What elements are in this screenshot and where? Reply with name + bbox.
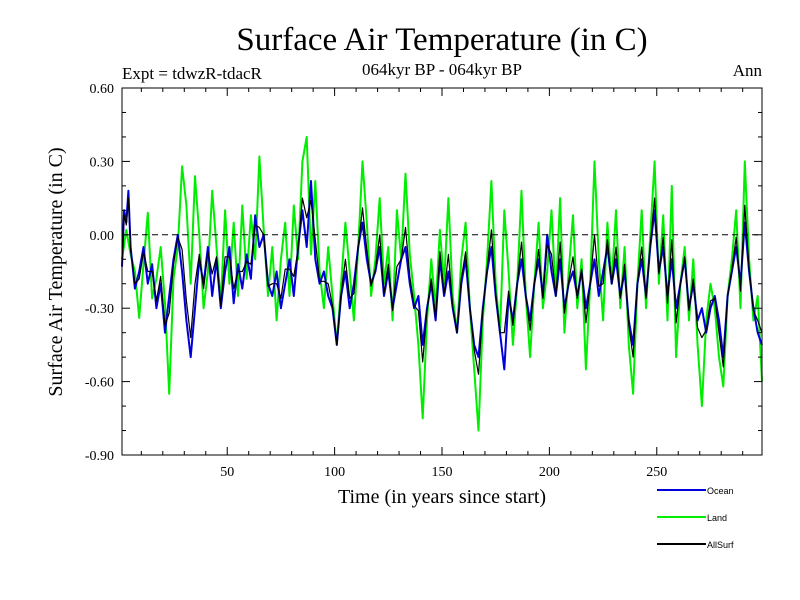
- experiment-label: Expt = tdwzR-tdacR: [122, 64, 263, 83]
- y-tick-label: 0.60: [90, 82, 115, 97]
- x-tick-label: 100: [324, 465, 345, 480]
- y-tick-label: -0.30: [85, 302, 114, 317]
- series-line-land: [121, 135, 763, 432]
- x-tick-label: 50: [220, 465, 234, 480]
- x-tick-label: 150: [432, 465, 453, 480]
- plot-area: 50 100 150 200 250 -0.90 -0.60 -0.30 0.00 0.30 0.6…: [85, 82, 763, 480]
- y-tick-label: 0.30: [90, 155, 115, 170]
- x-tick-label: 250: [646, 465, 667, 480]
- legend: Ocean Land AllSurf: [657, 486, 734, 550]
- x-axis-label: Time (in years since start): [338, 486, 546, 508]
- y-tick-label: -0.90: [85, 449, 114, 464]
- legend-label-allsurf: AllSurf: [707, 540, 734, 550]
- chart-title: Surface Air Temperature (in C): [236, 22, 647, 58]
- y-tick-label: 0.00: [90, 229, 115, 244]
- series-layer: [121, 135, 763, 432]
- legend-label-ocean: Ocean: [707, 486, 734, 496]
- series-line-allsurf: [121, 197, 763, 375]
- x-tick-label: 200: [539, 465, 560, 480]
- ticks-layer: 50 100 150 200 250 -0.90 -0.60 -0.30 0.00 0.30 0.6…: [85, 82, 762, 480]
- y-axis-label: Surface Air Temperature (in C): [45, 147, 67, 396]
- chart-subtitle: 064kyr BP - 064kyr BP: [362, 60, 522, 79]
- season-label: Ann: [733, 61, 763, 80]
- y-tick-label: -0.60: [85, 376, 114, 391]
- legend-label-land: Land: [707, 513, 727, 523]
